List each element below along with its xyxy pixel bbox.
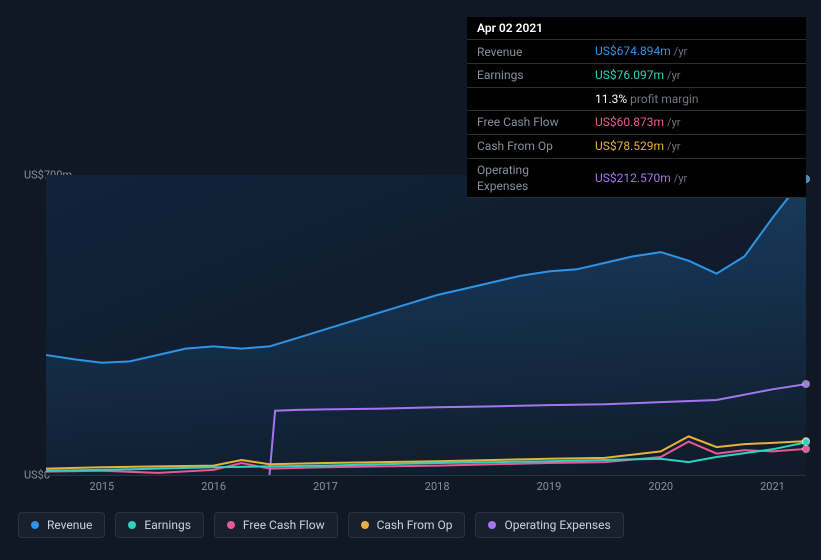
legend-label: Revenue: [47, 518, 92, 532]
tooltip-row-value: US$78.529m: [595, 139, 664, 153]
legend-dot-icon: [31, 521, 39, 529]
x-tick: 2019: [537, 480, 562, 493]
chart-legend: Revenue Earnings Free Cash Flow Cash Fro…: [18, 512, 624, 538]
tooltip-row-label: Earnings: [467, 64, 585, 88]
tooltip-row-label: Cash From Op: [467, 134, 585, 158]
legend-item-cfo[interactable]: Cash From Op: [348, 512, 466, 538]
tooltip-row-unit: profit margin: [630, 92, 698, 106]
chart-tooltip: Apr 02 2021 Revenue US$674.894m /yr Earn…: [467, 17, 806, 198]
tooltip-row-value: US$76.097m: [595, 68, 664, 82]
x-tick: 2016: [201, 480, 226, 493]
legend-item-fcf[interactable]: Free Cash Flow: [214, 512, 338, 538]
series-endcap-fcf: [803, 446, 809, 452]
legend-label: Free Cash Flow: [243, 518, 325, 532]
tooltip-row-unit: /yr: [674, 172, 687, 185]
legend-dot-icon: [488, 521, 496, 529]
series-endcap-opex: [803, 381, 809, 387]
legend-dot-icon: [227, 521, 235, 529]
tooltip-row-value: 11.3%: [595, 92, 627, 106]
tooltip-row-unit: /yr: [667, 69, 680, 82]
tooltip-row-label: [467, 87, 585, 110]
legend-label: Cash From Op: [377, 518, 453, 532]
legend-label: Earnings: [144, 518, 191, 532]
tooltip-row-unit: /yr: [667, 140, 680, 153]
legend-item-revenue[interactable]: Revenue: [18, 512, 105, 538]
tooltip-row-value: US$60.873m: [595, 115, 664, 129]
tooltip-date: Apr 02 2021: [467, 17, 806, 40]
tooltip-row-unit: /yr: [667, 116, 680, 129]
tooltip-row-unit: /yr: [674, 45, 687, 58]
tooltip-row-label: Operating Expenses: [467, 158, 585, 197]
tooltip-row-label: Revenue: [467, 40, 585, 64]
legend-item-opex[interactable]: Operating Expenses: [475, 512, 623, 538]
legend-label: Operating Expenses: [504, 518, 610, 532]
financials-chart-card: US$700m US$0 2015 2016 2017 2018 2019 20…: [0, 0, 821, 560]
x-tick: 2020: [648, 480, 673, 493]
legend-item-earnings[interactable]: Earnings: [115, 512, 204, 538]
gridline-zero: [46, 475, 806, 476]
line-chart[interactable]: [46, 175, 806, 475]
tooltip-row-label: Free Cash Flow: [467, 111, 585, 135]
legend-dot-icon: [361, 521, 369, 529]
tooltip-row-value: US$212.570m: [595, 171, 671, 185]
tooltip-row-value: US$674.894m: [595, 44, 671, 58]
x-tick: 2021: [760, 480, 785, 493]
x-tick: 2015: [90, 480, 115, 493]
x-tick: 2018: [425, 480, 450, 493]
series-endcap-earnings: [803, 439, 809, 445]
legend-dot-icon: [128, 521, 136, 529]
x-tick: 2017: [313, 480, 338, 493]
